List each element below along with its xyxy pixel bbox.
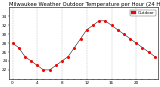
Point xyxy=(48,69,51,71)
Point xyxy=(30,60,32,62)
Point xyxy=(79,38,82,39)
Point xyxy=(61,60,63,62)
Point xyxy=(135,42,138,44)
Point xyxy=(116,29,119,30)
Point xyxy=(129,38,131,39)
Point xyxy=(154,56,156,57)
Point xyxy=(73,47,76,48)
Legend: Outdoor: Outdoor xyxy=(130,10,156,16)
Point xyxy=(85,29,88,30)
Point xyxy=(141,47,144,48)
Point xyxy=(42,69,45,71)
Point xyxy=(36,65,39,66)
Text: Milwaukee Weather Outdoor Temperature per Hour (24 Hours): Milwaukee Weather Outdoor Temperature pe… xyxy=(9,2,160,7)
Point xyxy=(98,20,100,22)
Point xyxy=(92,25,94,26)
Point xyxy=(147,51,150,53)
Point xyxy=(123,33,125,35)
Point xyxy=(110,25,113,26)
Point xyxy=(17,47,20,48)
Point xyxy=(104,20,107,22)
Point xyxy=(24,56,26,57)
Point xyxy=(11,42,14,44)
Point xyxy=(67,56,69,57)
Point xyxy=(55,65,57,66)
